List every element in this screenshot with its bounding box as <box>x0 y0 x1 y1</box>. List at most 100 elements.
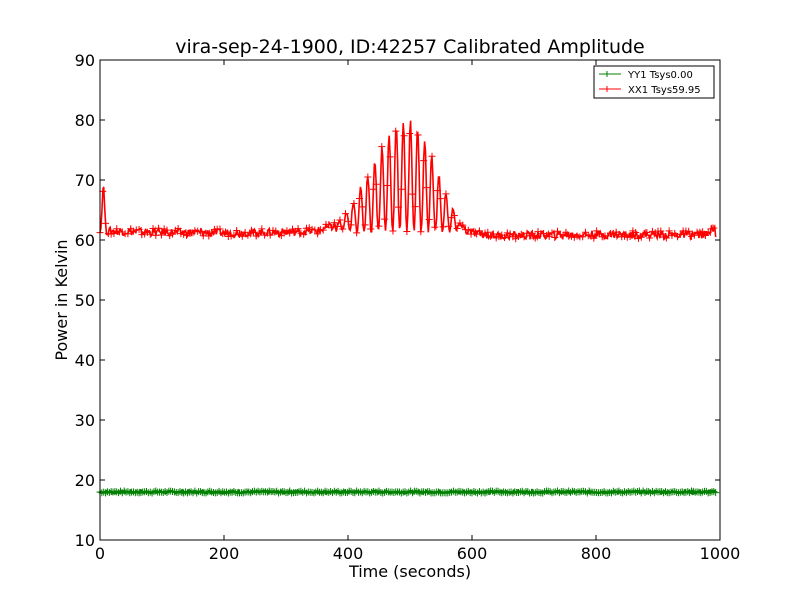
data-point <box>431 223 439 231</box>
data-point <box>266 231 274 239</box>
data-point <box>169 230 177 238</box>
data-point <box>551 234 559 242</box>
data-point <box>411 203 419 211</box>
legend: YY1 Tsys0.00 XX1 Tsys59.95 <box>593 65 715 99</box>
data-point <box>347 221 355 229</box>
data-point <box>110 230 118 238</box>
data-point <box>562 228 570 236</box>
data-point <box>397 185 405 193</box>
data-point <box>319 226 327 234</box>
data-point <box>196 227 204 235</box>
data-point <box>528 229 536 237</box>
data-point <box>484 228 492 236</box>
data-point <box>372 180 380 188</box>
data-point <box>408 190 416 198</box>
data-point <box>685 227 693 235</box>
data-point <box>222 228 230 236</box>
data-point <box>233 226 241 234</box>
data-point <box>434 187 442 195</box>
x-tick-label-600: 600 <box>457 544 488 563</box>
data-point <box>369 185 377 193</box>
data-point <box>548 229 556 237</box>
series-markers-0 <box>96 487 720 497</box>
series-0 <box>96 487 720 497</box>
data-point <box>425 215 433 223</box>
data-point <box>392 127 400 135</box>
data-point <box>501 234 509 242</box>
data-point <box>665 227 673 235</box>
data-point <box>439 223 447 231</box>
y-tick-label-40: 40 <box>75 351 95 370</box>
data-point <box>450 211 458 219</box>
data-point <box>300 230 308 238</box>
data-point <box>216 225 224 233</box>
data-point <box>342 210 350 218</box>
ticks-layer: 0 200 400 600 800 1000 10 20 30 40 50 60 70 80 90 <box>75 51 741 563</box>
data-point <box>590 234 598 242</box>
y-tick-label-10: 10 <box>75 531 95 550</box>
x-tick-label-800: 800 <box>581 544 612 563</box>
y-tick-label-80: 80 <box>75 111 95 130</box>
data-point <box>389 227 397 235</box>
y-tick-label-20: 20 <box>75 471 95 490</box>
legend-box <box>593 65 715 99</box>
data-point <box>400 132 408 140</box>
legend-label-yy1: YY1 Tsys0.00 <box>627 70 693 81</box>
data-point <box>344 217 352 225</box>
data-point <box>146 230 154 238</box>
data-point <box>358 203 366 211</box>
data-point <box>174 225 182 233</box>
data-point <box>249 228 257 236</box>
data-point <box>230 231 238 239</box>
data-point <box>339 225 347 233</box>
data-point <box>657 227 665 235</box>
y-tick-label-30: 30 <box>75 411 95 430</box>
data-point <box>350 200 358 208</box>
data-point <box>208 229 216 237</box>
data-point <box>163 226 171 234</box>
x-tick-label-0: 0 <box>95 544 105 563</box>
x-tick-label-1000: 1000 <box>700 544 741 563</box>
data-point <box>238 232 246 240</box>
chart-title: vira-sep-24-1900, ID:42257 Calibrated Am… <box>175 36 645 58</box>
data-point <box>361 221 369 229</box>
data-point <box>464 226 472 234</box>
data-point <box>531 234 539 242</box>
data-point <box>436 195 444 203</box>
data-point <box>403 228 411 236</box>
series-1 <box>96 120 718 243</box>
data-point <box>632 229 640 237</box>
data-point <box>124 230 132 238</box>
data-point <box>646 234 654 242</box>
y-tick-label-50: 50 <box>75 291 95 310</box>
data-point <box>258 225 266 233</box>
data-point <box>581 228 589 236</box>
data-point <box>355 195 363 203</box>
data-point <box>155 224 163 232</box>
legend-label-xx1: XX1 Tsys59.95 <box>628 85 701 96</box>
data-point <box>520 233 528 241</box>
data-point <box>375 222 383 230</box>
series-markers-1 <box>96 127 718 243</box>
data-point <box>330 219 338 227</box>
data-point <box>286 229 294 237</box>
data-point <box>445 222 453 230</box>
x-tick-label-200: 200 <box>209 544 240 563</box>
data-point <box>157 231 165 239</box>
data-point <box>459 221 467 229</box>
data-point <box>428 152 436 160</box>
data-point <box>420 157 428 165</box>
data-point <box>135 226 143 234</box>
y-tick-label-90: 90 <box>75 51 95 70</box>
data-point <box>414 131 422 139</box>
data-point <box>406 129 414 137</box>
x-axis-label: Time (seconds) <box>348 562 471 581</box>
data-point <box>442 190 450 198</box>
data-point <box>489 230 497 238</box>
data-point <box>453 224 461 232</box>
data-point <box>395 203 403 211</box>
data-point <box>353 229 361 237</box>
data-point <box>378 143 386 151</box>
data-point <box>626 233 634 241</box>
